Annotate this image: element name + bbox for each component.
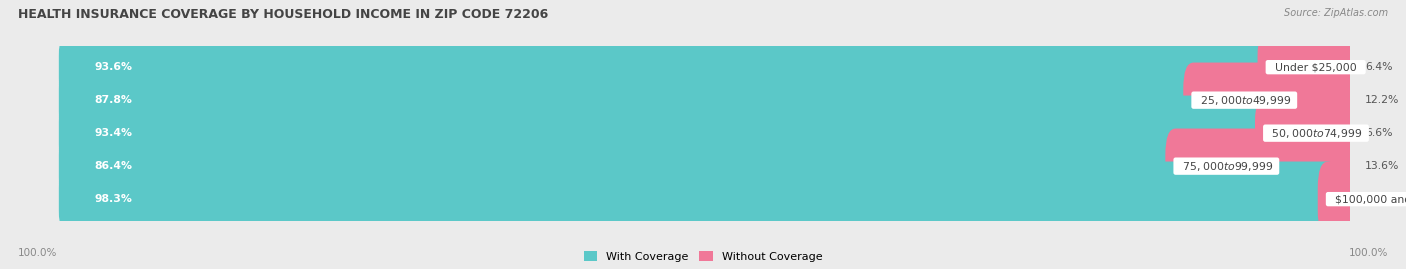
Text: 13.6%: 13.6% xyxy=(1365,161,1399,171)
FancyBboxPatch shape xyxy=(59,63,1204,138)
Text: $25,000 to $49,999: $25,000 to $49,999 xyxy=(1194,94,1295,107)
Text: 93.4%: 93.4% xyxy=(94,128,132,138)
FancyBboxPatch shape xyxy=(1257,30,1360,105)
Text: $75,000 to $99,999: $75,000 to $99,999 xyxy=(1175,160,1277,173)
FancyBboxPatch shape xyxy=(59,30,1278,105)
FancyBboxPatch shape xyxy=(1256,95,1360,171)
FancyBboxPatch shape xyxy=(1317,161,1361,237)
FancyBboxPatch shape xyxy=(59,161,1339,237)
Text: 87.8%: 87.8% xyxy=(94,95,132,105)
Text: 6.4%: 6.4% xyxy=(1365,62,1392,72)
Text: 100.0%: 100.0% xyxy=(1348,248,1388,258)
Text: 100.0%: 100.0% xyxy=(18,248,58,258)
FancyBboxPatch shape xyxy=(59,63,1360,138)
FancyBboxPatch shape xyxy=(59,95,1360,171)
Text: 86.4%: 86.4% xyxy=(94,161,132,171)
Text: 93.6%: 93.6% xyxy=(94,62,132,72)
Text: $50,000 to $74,999: $50,000 to $74,999 xyxy=(1265,127,1367,140)
Text: $100,000 and over: $100,000 and over xyxy=(1329,194,1406,204)
FancyBboxPatch shape xyxy=(59,95,1275,171)
FancyBboxPatch shape xyxy=(59,30,1360,105)
Text: Under $25,000: Under $25,000 xyxy=(1268,62,1364,72)
Text: HEALTH INSURANCE COVERAGE BY HOUSEHOLD INCOME IN ZIP CODE 72206: HEALTH INSURANCE COVERAGE BY HOUSEHOLD I… xyxy=(18,8,548,21)
Text: 6.6%: 6.6% xyxy=(1365,128,1392,138)
Text: 1.8%: 1.8% xyxy=(1367,194,1393,204)
FancyBboxPatch shape xyxy=(59,129,1185,204)
FancyBboxPatch shape xyxy=(1184,63,1360,138)
FancyBboxPatch shape xyxy=(59,129,1360,204)
Text: Source: ZipAtlas.com: Source: ZipAtlas.com xyxy=(1284,8,1388,18)
Text: 98.3%: 98.3% xyxy=(94,194,132,204)
Legend: With Coverage, Without Coverage: With Coverage, Without Coverage xyxy=(579,247,827,266)
FancyBboxPatch shape xyxy=(59,161,1360,237)
Text: 12.2%: 12.2% xyxy=(1365,95,1399,105)
FancyBboxPatch shape xyxy=(1166,129,1360,204)
